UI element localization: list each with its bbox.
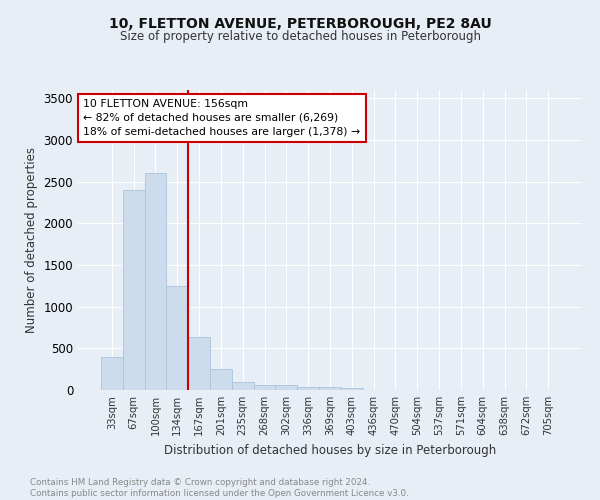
Y-axis label: Number of detached properties: Number of detached properties (25, 147, 38, 333)
Bar (123, 190, 145, 390)
X-axis label: Distribution of detached houses by size in Peterborough: Distribution of detached houses by size … (164, 444, 496, 456)
Text: 10 FLETTON AVENUE: 156sqm
← 82% of detached houses are smaller (6,269)
18% of se: 10 FLETTON AVENUE: 156sqm ← 82% of detac… (83, 99, 360, 137)
Bar (188, 336, 210, 390)
Text: 10, FLETTON AVENUE, PETERBOROUGH, PE2 8AU: 10, FLETTON AVENUE, PETERBOROUGH, PE2 8A… (109, 18, 491, 32)
Bar (101, 356, 123, 390)
Text: Size of property relative to detached houses in Peterborough: Size of property relative to detached ho… (119, 30, 481, 43)
Bar (232, 382, 254, 390)
Bar (254, 385, 275, 390)
Text: Contains HM Land Registry data © Crown copyright and database right 2024.
Contai: Contains HM Land Registry data © Crown c… (30, 478, 409, 498)
Bar (275, 386, 297, 390)
Bar (319, 387, 341, 390)
Bar (145, 174, 166, 390)
Bar (297, 387, 319, 390)
Bar (166, 286, 188, 390)
Bar (341, 388, 363, 390)
Bar (210, 369, 232, 390)
